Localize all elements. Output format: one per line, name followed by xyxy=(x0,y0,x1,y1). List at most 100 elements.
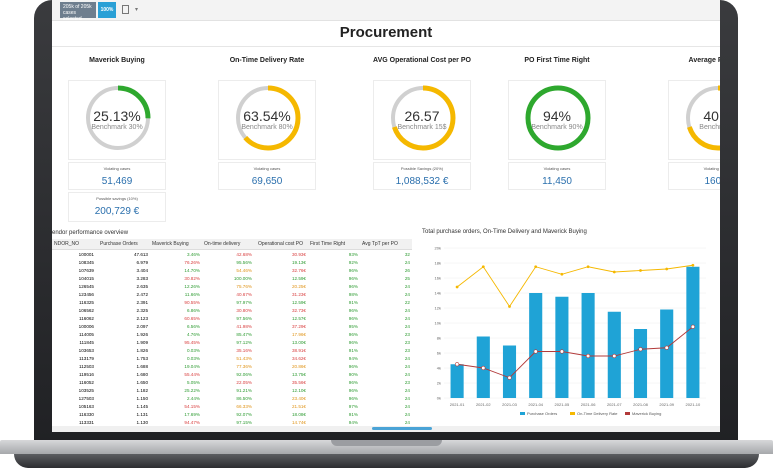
table-cell: 20.25€ xyxy=(291,284,306,289)
table-row[interactable]: 105163 1.145 54.15% 66.33% 21.51€ 97% 24 xyxy=(52,403,412,411)
table-cell: 113331 xyxy=(79,420,94,425)
column-header[interactable]: On-time delivery xyxy=(204,241,241,247)
point xyxy=(638,347,643,352)
table-row[interactable]: 104015 3.283 30.82% 100.00% 12.59€ 96% 25 xyxy=(52,275,412,283)
column-header[interactable]: Avg TpT per PO xyxy=(362,241,398,247)
horizontal-scrollbar[interactable] xyxy=(52,426,720,432)
table-cell: 32.76€ xyxy=(291,268,306,273)
y-tick-label: 0k xyxy=(437,396,441,401)
kpi-title: Maverick Buying xyxy=(89,57,145,64)
table-cell: 1.182 xyxy=(136,388,149,393)
table-cell: 19.04% xyxy=(184,364,200,369)
column-header[interactable]: Operational cost PO xyxy=(258,241,304,247)
scrollbar-thumb[interactable] xyxy=(372,427,432,430)
column-header[interactable]: NDOR_NO xyxy=(54,241,80,247)
stat-label: Violating cases xyxy=(543,166,571,171)
table-row[interactable]: 114005 1.926 4.76% 85.47% 17.96€ 96% 23 xyxy=(52,331,412,339)
base-top xyxy=(0,440,773,454)
percent-button[interactable]: 100% xyxy=(98,2,116,18)
table-cell: 47.613 xyxy=(133,252,148,257)
point xyxy=(481,365,486,371)
vendor-table: NDOR_NO Purchase Orders Maverick Buying On-… xyxy=(52,239,412,425)
table-row[interactable]: 116325 2.391 90.55% 97.97% 12.59€ 91% 22 xyxy=(52,299,412,307)
legend-swatch xyxy=(520,412,525,415)
point xyxy=(586,265,590,269)
table-cell: 23 xyxy=(404,380,410,385)
y-tick-label: 6k xyxy=(437,351,441,356)
table-cell: 96% xyxy=(348,396,358,401)
table-cell: 14.70% xyxy=(184,268,200,273)
table-row[interactable]: 107639 3.404 14.70% 54.46% 32.76€ 96% 26 xyxy=(52,267,412,275)
combo-chart: 0k 2k 4k 6k 8k 10k 12k 14k 16k 18k 20k 2021-01 2021-… xyxy=(435,246,706,416)
table-cell: 23 xyxy=(404,340,410,345)
kpi-card[interactable]: PO First Time Right 94% Benchmark 90% Viola… xyxy=(492,52,622,222)
table-header: NDOR_NO Purchase Orders Maverick Buying On-… xyxy=(52,239,412,250)
column-header[interactable]: Maverick Buying xyxy=(152,241,189,247)
kpi-benchmark: Benchmark 30% xyxy=(91,124,143,131)
kpi-card[interactable]: On-Time Delivery Rate 63.54% Benchmark 80%… xyxy=(202,52,332,222)
table-cell: 0.03% xyxy=(186,348,200,353)
table-row[interactable]: 100001 47.613 3.46% 42.68% 30.93€ 93% 32 xyxy=(52,251,412,259)
kpi-card[interactable]: AVG Operational Cost per PO 26.57 Benchmar… xyxy=(357,52,487,222)
table-row[interactable]: 126545 2.635 12.26% 75.76% 20.25€ 96% 24 xyxy=(52,283,412,291)
table-cell: 24 xyxy=(404,316,410,321)
y-tick-label: 14k xyxy=(435,291,441,296)
table-cell: 1.688 xyxy=(136,364,149,369)
table-row[interactable]: 100006 2.097 6.56% 41.98% 37.29€ 95% 24 xyxy=(52,323,412,331)
table-cell: 97.15% xyxy=(236,420,252,425)
table-cell: 111845 xyxy=(79,340,94,345)
table-cell: 97.56% xyxy=(236,316,252,321)
table-cell: 21.51€ xyxy=(291,404,306,409)
chevron-down-icon[interactable]: ▾ xyxy=(135,7,139,13)
table-row[interactable]: 119516 1.680 55.44% 92.06% 13.75€ 90% 24 xyxy=(52,371,412,379)
column-header[interactable]: Purchase Orders xyxy=(100,241,138,247)
table-row[interactable]: 103653 1.826 0.03% 35.16% 38.91€ 91% 23 xyxy=(52,347,412,355)
table-cell: 1.150 xyxy=(136,396,149,401)
table-cell: 86.50% xyxy=(236,396,252,401)
stat-box: Possible Savings (20%) 1,088,532 € xyxy=(373,162,471,190)
bar xyxy=(581,293,595,398)
table-row[interactable]: 113179 1.753 0.03% 51.43% 34.62€ 94% 24 xyxy=(52,355,412,363)
gauge-ring xyxy=(525,85,591,151)
savings-value: 200,729 € xyxy=(94,206,140,217)
gauge-box: 63.54% Benchmark 80% xyxy=(218,80,316,160)
table-cell: 31.23€ xyxy=(291,292,306,297)
table-row[interactable]: 106562 2.325 6.86% 30.80% 32.73€ 96% 24 xyxy=(52,307,412,315)
table-row[interactable]: 103525 1.182 25.22% 91.21% 12.10€ 96% 24 xyxy=(52,387,412,395)
y-tick-label: 2k xyxy=(437,381,441,386)
table-row[interactable]: 116330 1.131 17.69% 92.07% 18.08€ 91% 24 xyxy=(52,411,412,419)
document-icon[interactable] xyxy=(122,5,129,14)
chart-title: Total purchase orders, On-Time Delivery … xyxy=(422,229,587,235)
table-cell: 22 xyxy=(404,300,410,305)
stat-label: Violating cases xyxy=(103,166,131,171)
stat-value: 160,9 xyxy=(704,176,720,187)
cases-selected-box[interactable]: 205k of 205k cases selected xyxy=(60,2,96,22)
table-row[interactable]: 127503 1.150 2.44% 86.50% 23.40€ 96% 24 xyxy=(52,395,412,403)
table-row[interactable]: 116062 2.123 60.65% 97.56% 12.57€ 96% 24 xyxy=(52,315,412,323)
column-header[interactable]: First Time Right xyxy=(310,241,346,247)
table-cell: 105163 xyxy=(78,404,94,409)
table-row[interactable]: 111845 1.909 95.45% 97.12% 13.00€ 96% 23 xyxy=(52,339,412,347)
stat-value: 11,450 xyxy=(542,176,572,187)
kpi-card[interactable]: Average PO Thro40.8BenchmarkViolating ca… xyxy=(652,52,720,222)
table-cell: 24 xyxy=(404,324,410,329)
kpi-benchmark: Benchmark xyxy=(699,124,720,131)
table-cell: 1.826 xyxy=(136,348,149,353)
table-cell: 96% xyxy=(348,332,358,337)
table-row[interactable]: 113331 1.130 94.47% 97.15% 14.74€ 94% 24 xyxy=(52,419,412,425)
point xyxy=(481,265,485,269)
table-row[interactable]: 123456 2.472 11.66% 40.67% 31.23€ 98% 24 xyxy=(52,291,412,299)
kpi-title: Average PO Thro xyxy=(688,57,720,64)
table-cell: 95% xyxy=(348,324,358,329)
kpi-card[interactable]: Maverick Buying 25.13% Benchmark 30% Violat… xyxy=(52,52,182,222)
table-cell: 19.13€ xyxy=(291,260,306,265)
table-cell: 12.59€ xyxy=(291,276,306,281)
table-row[interactable]: 112503 1.688 19.04% 77.36% 20.86€ 96% 24 xyxy=(52,363,412,371)
point xyxy=(586,353,591,359)
kpi-benchmark: Benchmark 90% xyxy=(531,124,583,131)
table-row[interactable]: 108345 6.979 76.26% 95.56% 19.13€ 92% 24 xyxy=(52,259,412,267)
page-title: Procurement xyxy=(339,24,433,41)
table-cell: 55.44% xyxy=(184,372,200,377)
table-row[interactable]: 116052 1.650 5.05% 22.05% 35.56€ 96% 23 xyxy=(52,379,412,387)
legend-label: On-Time Delivery Rate xyxy=(577,411,618,416)
